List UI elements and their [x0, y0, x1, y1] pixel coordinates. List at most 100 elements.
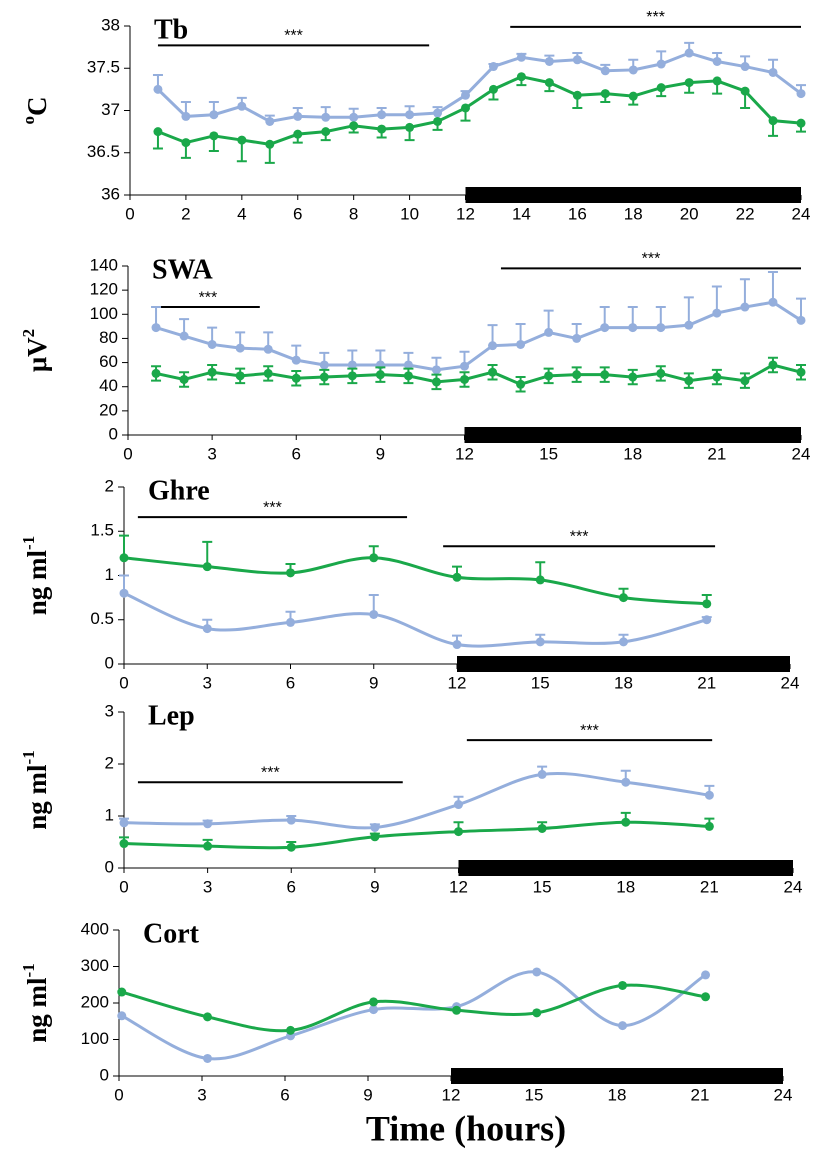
data-point: [151, 323, 161, 333]
data-point: [202, 624, 212, 634]
significance-label: ***: [284, 28, 303, 45]
data-point: [151, 368, 161, 378]
panel-title: Ghre: [148, 475, 210, 506]
x-tick-label: 22: [736, 204, 755, 223]
x-tick-label: 8: [349, 204, 358, 223]
data-point: [286, 842, 296, 852]
x-tick-label: 24: [792, 204, 811, 223]
data-point: [286, 568, 295, 578]
y-tick-label: 0: [109, 424, 118, 443]
panel-title: Cort: [143, 918, 200, 949]
data-point: [117, 1011, 127, 1021]
x-tick-label: 14: [512, 204, 531, 223]
x-tick-label: 0: [123, 444, 132, 463]
data-point: [452, 640, 462, 650]
x-tick-label: 24: [774, 1085, 793, 1104]
data-point: [286, 815, 296, 825]
y-tick-label: 100: [90, 304, 118, 323]
data-point: [293, 129, 303, 139]
y-tick-label: 2: [105, 476, 114, 495]
significance-label: ***: [199, 289, 218, 306]
y-tick-label: 1.5: [90, 521, 114, 540]
y-tick-label: 200: [81, 992, 109, 1011]
y-tick-label: 120: [90, 280, 118, 299]
y-axis-label-part: ng ml: [22, 764, 52, 830]
x-tick-label: 12: [455, 444, 474, 463]
data-point: [532, 967, 542, 977]
data-point: [656, 368, 666, 378]
y-axis-label: oC: [19, 97, 52, 125]
series-line: [123, 820, 710, 850]
data-point: [516, 72, 526, 82]
x-tick-label: 21: [700, 877, 719, 896]
data-point: [684, 320, 694, 330]
y-tick-label: 37: [101, 100, 120, 119]
data-point: [460, 361, 469, 371]
y-tick-label: 2: [105, 753, 114, 772]
data-point: [179, 331, 189, 341]
x-tick-label: 15: [539, 444, 558, 463]
y-tick-label: 20: [99, 400, 118, 419]
data-point: [293, 111, 303, 121]
data-point: [207, 339, 217, 349]
y-axis-label-part: C: [22, 97, 52, 117]
data-point: [628, 323, 638, 333]
series-line: [155, 363, 802, 386]
data-point: [207, 367, 217, 377]
data-point: [600, 66, 610, 76]
significance-label: ***: [646, 9, 665, 26]
data-point: [117, 987, 127, 997]
y-axis-label-part: ng ml: [22, 549, 52, 615]
data-point: [291, 355, 301, 365]
x-tick-label: 3: [207, 444, 216, 463]
y-tick-label: 1: [105, 805, 114, 824]
x-axis-label: Time (hours): [366, 1108, 566, 1148]
data-point: [619, 637, 628, 647]
data-point: [377, 110, 387, 120]
data-point: [768, 116, 778, 126]
data-point: [203, 819, 213, 829]
data-point: [349, 112, 359, 122]
data-point: [452, 1005, 462, 1015]
y-tick-label: 100: [81, 1029, 109, 1048]
x-tick-label: 6: [286, 673, 295, 692]
series-line: [123, 591, 708, 648]
data-point: [347, 371, 357, 381]
data-point: [263, 368, 273, 378]
x-tick-label: 15: [531, 673, 550, 692]
data-point: [431, 377, 441, 387]
x-tick-label: 0: [125, 204, 134, 223]
significance-label: ***: [642, 251, 661, 268]
data-point: [600, 370, 610, 380]
data-point: [621, 817, 631, 827]
data-point: [369, 609, 379, 619]
y-tick-label: 38: [101, 15, 120, 34]
data-point: [375, 370, 385, 380]
data-point: [572, 90, 582, 100]
y-tick-label: 3: [105, 701, 114, 720]
y-tick-label: 36.5: [87, 142, 120, 161]
data-point: [119, 588, 129, 598]
data-point: [572, 55, 582, 65]
data-point: [209, 110, 219, 120]
y-axis-label: ng ml-1: [19, 750, 52, 829]
x-tick-label: 3: [203, 673, 212, 692]
data-point: [347, 360, 357, 370]
data-point: [403, 360, 413, 370]
data-point: [702, 615, 712, 625]
data-point: [403, 371, 413, 381]
data-point: [119, 839, 129, 849]
data-point: [544, 78, 554, 88]
x-tick-label: 4: [237, 204, 246, 223]
x-tick-label: 12: [442, 1085, 461, 1104]
y-axis-label-part: -1: [19, 750, 38, 764]
data-point: [628, 65, 638, 75]
x-tick-label: 6: [280, 1085, 289, 1104]
data-point: [235, 343, 245, 353]
y-tick-label: 80: [99, 328, 118, 347]
data-point: [454, 800, 463, 810]
y-axis-label: ng ml-1: [19, 536, 52, 615]
data-point: [286, 1025, 296, 1035]
data-point: [179, 374, 189, 384]
